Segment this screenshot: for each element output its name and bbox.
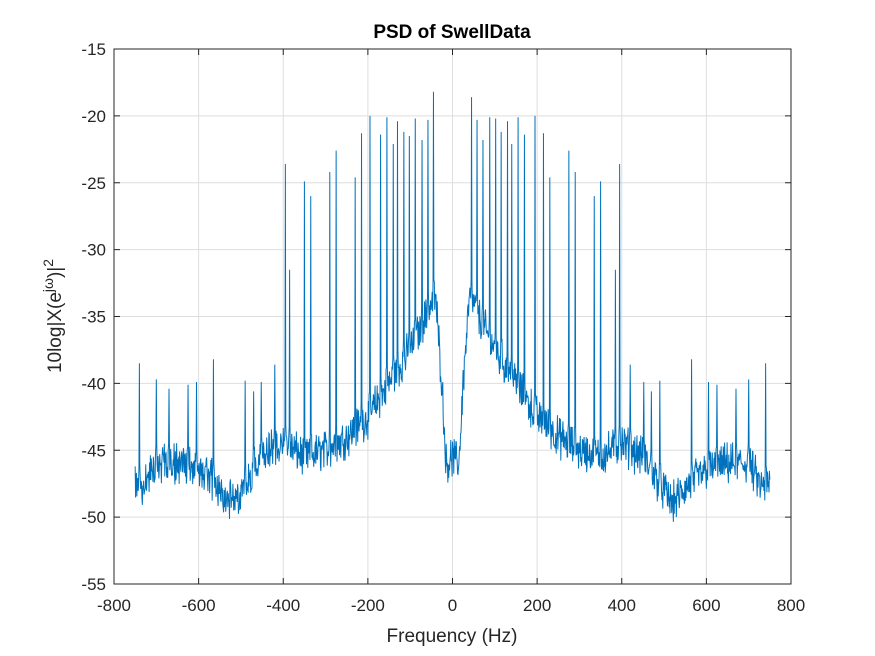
y-axis-label: 10log|X(ejω)|2: [40, 259, 66, 373]
x-tick-label: 800: [777, 596, 805, 615]
x-tick-label: -200: [351, 596, 385, 615]
y-tick-label: -35: [81, 308, 106, 327]
x-tick-label: -400: [266, 596, 300, 615]
x-tick-label: 0: [448, 596, 457, 615]
y-tick-label: -45: [81, 441, 106, 460]
y-axis-label-exponent: 2: [40, 259, 56, 267]
x-tick-label: -600: [182, 596, 216, 615]
y-axis-label-superscript: jω: [40, 278, 56, 293]
y-tick-label: -15: [81, 40, 106, 59]
y-tick-label: -30: [81, 241, 106, 260]
y-tick-label: -20: [81, 107, 106, 126]
y-axis-ticks: -55 -50 -45 -40 -35 -30 -25 -20 -15: [81, 40, 791, 594]
x-tick-label: 400: [608, 596, 636, 615]
x-tick-label: 200: [523, 596, 551, 615]
x-tick-label: -800: [97, 596, 131, 615]
psd-series-line: [134, 91, 771, 522]
y-tick-label: -50: [81, 508, 106, 527]
y-tick-label: -40: [81, 374, 106, 393]
y-axis-label-base: 10log|X(e: [45, 292, 66, 373]
y-tick-label: -25: [81, 174, 106, 193]
x-tick-label: 600: [692, 596, 720, 615]
x-axis-ticks: -800 -600 -400 -200 0 200 400 600 800: [97, 49, 805, 615]
plot-series-group: [134, 91, 771, 522]
x-axis-label: Frequency (Hz): [387, 626, 518, 647]
y-tick-label: -55: [81, 575, 106, 594]
chart-title: PSD of SwellData: [373, 22, 531, 43]
y-axis-label-close: )|: [45, 267, 66, 278]
